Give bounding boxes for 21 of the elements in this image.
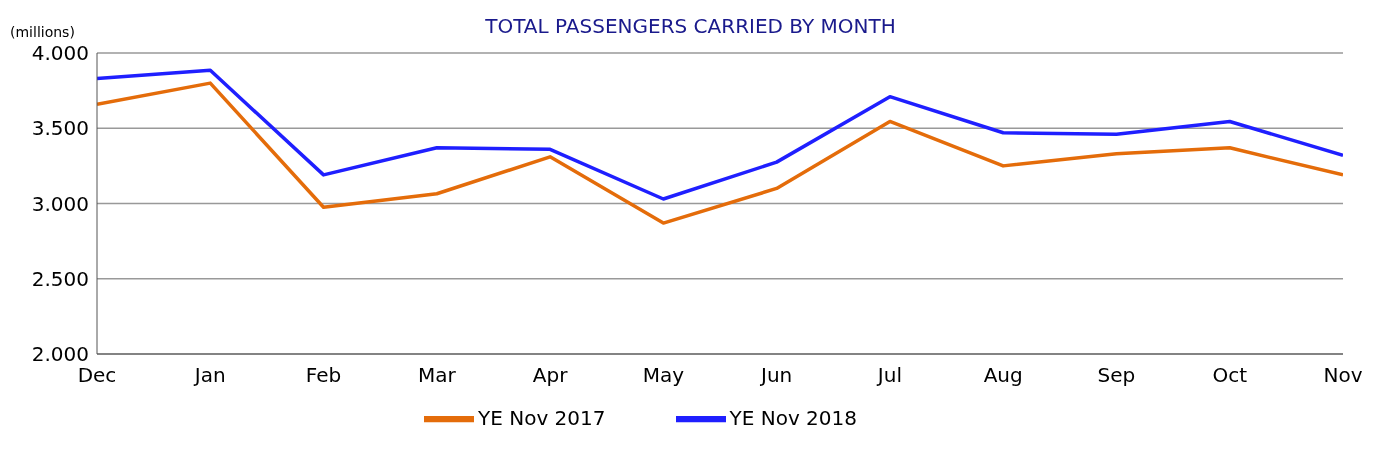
x-tick-label: Mar xyxy=(417,363,457,388)
y-tick-label: 3.500 xyxy=(31,116,89,141)
x-tick-label: Jun xyxy=(759,363,793,388)
x-tick-label: Aug xyxy=(983,363,1023,388)
x-tick-label: May xyxy=(642,363,685,388)
legend-label: YE Nov 2018 xyxy=(729,405,857,430)
line-series xyxy=(97,68,1343,201)
x-tick-label: Feb xyxy=(305,363,342,388)
x-tick-label: Nov xyxy=(1323,363,1363,388)
x-tick-label: Apr xyxy=(532,363,569,388)
y-tick-label: 4.000 xyxy=(31,41,89,66)
x-tick-label: Sep xyxy=(1097,363,1136,388)
x-tick-label: Jan xyxy=(192,363,226,388)
chart-title: TOTAL PASSENGERS CARRIED BY MONTH xyxy=(485,14,896,38)
y-tick-label: 3.000 xyxy=(31,191,89,216)
line-series xyxy=(97,81,1343,225)
x-tick-label: Jul xyxy=(875,363,902,388)
legend-label: YE Nov 2017 xyxy=(478,405,606,430)
y-axis-title: (millions) xyxy=(10,24,75,40)
x-tick-label: Oct xyxy=(1212,363,1248,388)
y-tick-label: 2.500 xyxy=(31,266,89,291)
